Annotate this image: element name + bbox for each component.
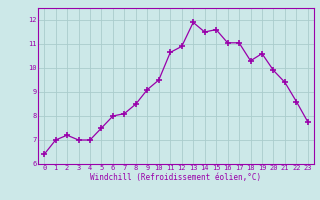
X-axis label: Windchill (Refroidissement éolien,°C): Windchill (Refroidissement éolien,°C) <box>91 173 261 182</box>
